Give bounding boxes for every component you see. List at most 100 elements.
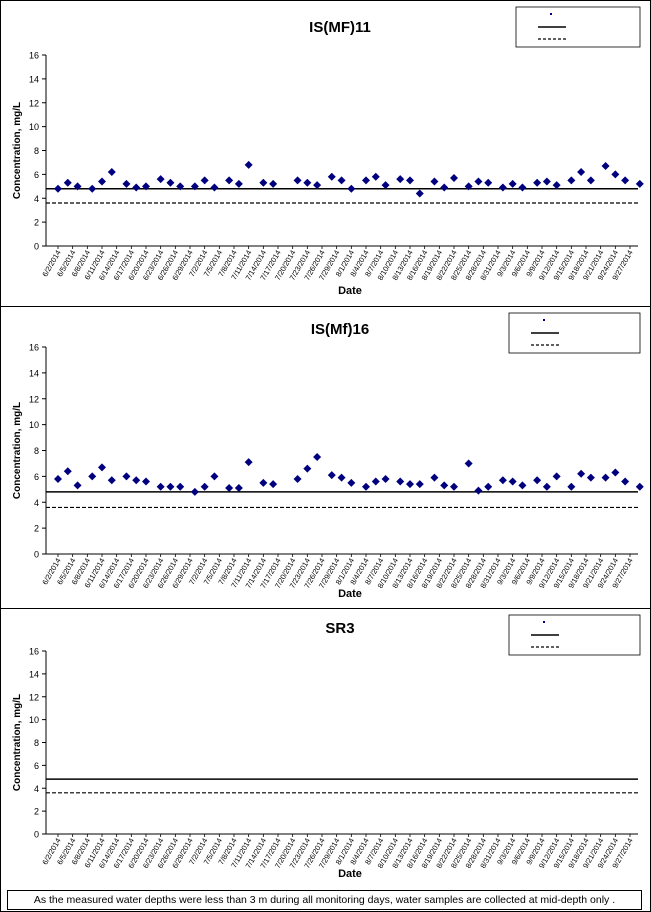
data-point [293, 176, 302, 185]
data-point [269, 179, 278, 188]
legend-box [515, 6, 641, 48]
y-tick-label: 2 [34, 218, 39, 228]
data-point [542, 482, 551, 491]
data-point [586, 176, 595, 185]
data-point [347, 478, 356, 487]
data-point [621, 477, 630, 486]
data-point [508, 179, 517, 188]
data-point [269, 480, 278, 489]
data-point [63, 178, 72, 187]
data-point [88, 184, 97, 193]
data-point [327, 172, 336, 181]
y-tick-label: 6 [34, 761, 39, 771]
data-point [210, 472, 219, 481]
y-tick-label: 4 [34, 194, 39, 204]
y-tick-label: 14 [29, 669, 39, 679]
data-point [406, 176, 414, 185]
data-point [107, 167, 116, 176]
y-tick-label: 10 [29, 420, 39, 430]
data-point [474, 177, 483, 186]
data-point [518, 183, 527, 192]
data-point [73, 182, 82, 191]
data-point [440, 183, 449, 192]
y-tick-label: 8 [34, 146, 39, 156]
data-point [396, 175, 405, 184]
chart-panel-sr3: SR3 0 2 4 6 8 10 12 14 16 Concentration, mg/L 6/2/2… [1, 609, 650, 887]
data-point [303, 464, 312, 473]
data-point [601, 162, 610, 171]
y-tick-label: 16 [29, 51, 39, 61]
data-point [498, 476, 507, 485]
data-point [484, 482, 493, 491]
y-tick-label: 10 [29, 715, 39, 725]
y-tick-label: 10 [29, 122, 39, 132]
y-tick-label: 12 [29, 394, 39, 404]
data-point [450, 482, 458, 491]
y-tick-label: 6 [34, 170, 39, 180]
y-tick-label: 4 [34, 784, 39, 794]
chart-title: SR3 [325, 620, 354, 637]
data-point [54, 184, 62, 193]
data-point [635, 482, 644, 491]
data-point [464, 182, 473, 191]
data-point [567, 482, 576, 491]
data-point [611, 468, 620, 477]
data-point [225, 176, 234, 185]
data-point [552, 472, 561, 481]
data-point [176, 482, 185, 491]
data-point [533, 476, 542, 485]
data-point [293, 474, 302, 483]
data-point [381, 474, 390, 483]
legend-marker [543, 621, 545, 623]
data-point [166, 482, 175, 491]
data-point [313, 181, 322, 190]
y-tick-label: 0 [34, 830, 39, 840]
data-point [142, 182, 150, 191]
data-point [88, 472, 97, 481]
data-point [362, 482, 370, 491]
data-point [381, 181, 390, 190]
legend-box [508, 614, 641, 656]
data-point [586, 473, 595, 482]
data-point [347, 184, 356, 193]
data-point [621, 176, 630, 185]
data-point [259, 478, 268, 487]
data-point [371, 477, 380, 486]
x-axis-label: Date [338, 588, 362, 600]
data-point [122, 179, 131, 188]
data-point [107, 476, 116, 485]
data-point [337, 473, 346, 482]
data-point [518, 481, 527, 490]
data-point [362, 176, 370, 185]
data-point [244, 458, 253, 467]
chart-svg: IS(MF)11 0 2 4 6 8 10 12 14 16 Concentration, mg/L… [12, 6, 644, 297]
y-tick-label: 14 [29, 74, 39, 84]
data-point [635, 179, 644, 188]
data-point [533, 178, 542, 187]
data-point [54, 474, 62, 483]
data-point [210, 183, 219, 192]
data-point [567, 176, 576, 185]
data-point [142, 477, 150, 486]
data-point [577, 167, 586, 176]
data-point [440, 481, 449, 490]
data-point [396, 477, 405, 486]
y-tick-label: 4 [34, 498, 39, 508]
data-point [176, 182, 185, 191]
data-point [132, 476, 141, 485]
legend-marker [550, 13, 552, 15]
data-point [371, 172, 380, 181]
data-point [190, 487, 199, 496]
data-point [464, 459, 473, 468]
y-axis-label: Concentration, mg/L [12, 402, 23, 499]
data-point [132, 183, 141, 192]
data-point [98, 177, 106, 186]
data-point [542, 177, 551, 186]
data-point [244, 160, 253, 169]
y-tick-label: 2 [34, 524, 39, 534]
chart-svg: IS(Mf)16 0 2 4 6 8 10 12 14 16 Concentration, mg/L… [12, 312, 644, 600]
data-point [552, 181, 561, 190]
data-point [508, 477, 517, 486]
x-axis-label: Date [338, 285, 362, 297]
